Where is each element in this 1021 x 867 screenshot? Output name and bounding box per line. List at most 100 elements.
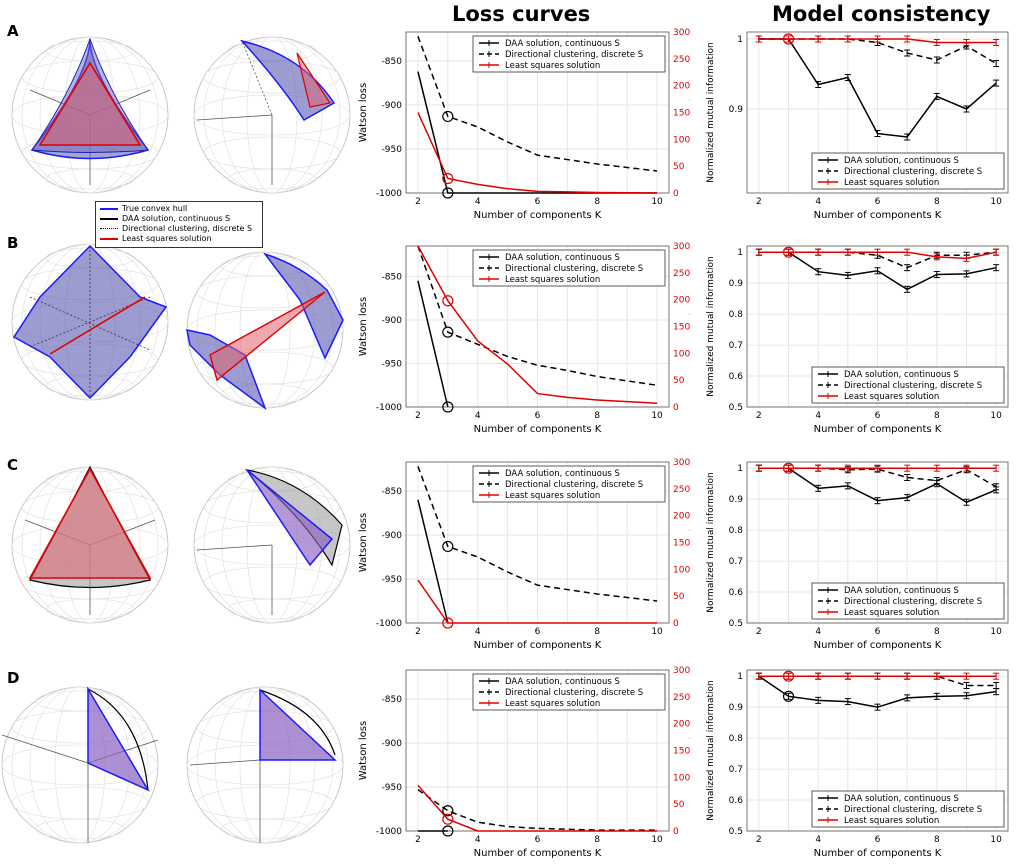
sphere-legend-ls: Least squares solution (100, 234, 212, 244)
y-tick-label: 0.8 (729, 526, 744, 536)
x-axis-label: Number of components K (814, 424, 942, 435)
x-axis-label: Number of components K (474, 640, 602, 651)
y-tick-label: -900 (382, 739, 403, 749)
legend-label: Least squares solution (844, 816, 939, 826)
x-tick-label: 8 (594, 411, 600, 421)
y2-tick-label: 150 (673, 323, 690, 333)
y-tick-label: 0.5 (729, 403, 743, 413)
x-tick-label: 2 (415, 197, 421, 207)
y2-tick-label: 250 (673, 55, 690, 65)
y-tick-label: -900 (382, 531, 403, 541)
y2-tick-label: 50 (673, 592, 685, 602)
sphere-d-front (1, 686, 159, 844)
y-axis-label: Normalized mutual information (706, 256, 716, 396)
y-tick-label: -950 (382, 783, 403, 793)
x-tick-label: 2 (415, 835, 421, 845)
loss-chart-a: 2 4 6 8 10 -1000 -950 -900 -850 0 50 100 150 200 250 30… (358, 28, 690, 221)
y-tick-label: 1 (737, 464, 743, 474)
y2-tick-label: 200 (673, 296, 690, 306)
loss-curves-title: Loss curves (452, 2, 591, 26)
y-tick-label: -950 (382, 359, 403, 369)
y2-tick-label: 300 (673, 458, 690, 468)
y-tick-label: -850 (382, 695, 403, 705)
row-label-d: D (7, 669, 20, 687)
sphere-a-side (193, 36, 351, 194)
legend-label: Least squares solution (844, 392, 939, 402)
legend-label: Directional clustering, discrete S (505, 264, 643, 274)
x-axis-label: Number of components K (474, 210, 602, 221)
loss-chart-b: 2 4 6 8 10 -1000 -950 -900 -850 0 50 100 150 200 250 30… (358, 242, 690, 435)
highlight-marker (442, 813, 454, 825)
y-tick-label: 0.6 (729, 796, 744, 806)
x-axis-label: Number of components K (814, 210, 942, 221)
x-tick-label: 10 (651, 835, 663, 845)
y2-tick-label: 50 (673, 162, 685, 172)
series-line-2 (417, 245, 658, 386)
model-consistency-title: Model consistency (772, 2, 991, 26)
y2-tick-label: 100 (673, 773, 690, 783)
legend-label: DAA solution, continuous S (844, 586, 959, 596)
legend-label: Least squares solution (844, 178, 939, 188)
x-tick-label: 10 (651, 627, 663, 637)
sphere-legend: True convex hull DAA solution, continuou… (95, 201, 263, 248)
y2-tick-label: 250 (673, 269, 690, 279)
y-tick-label: -850 (382, 57, 403, 67)
legend-label: DAA solution, continuous S (505, 253, 620, 263)
legend-label: Directional clustering, discrete S (505, 688, 643, 698)
y-tick-label: -900 (382, 316, 403, 326)
highlight-marker (782, 462, 795, 474)
highlight-marker (782, 246, 795, 258)
y2-tick-label: 0 (673, 403, 679, 413)
sphere-c-side (193, 466, 351, 624)
highlight-marker (442, 187, 454, 199)
x-tick-label: 10 (651, 411, 663, 421)
y-tick-label: -1000 (376, 403, 402, 413)
y2-axis-label: Reconstruction SSE (689, 494, 690, 591)
x-tick-label: 4 (815, 197, 821, 207)
y2-tick-label: 100 (673, 135, 690, 145)
plot-frame (746, 461, 1009, 624)
x-tick-label: 4 (815, 411, 821, 421)
y2-tick-label: 0 (673, 189, 679, 199)
y-axis-label: Watson loss (358, 721, 369, 780)
y2-tick-label: 250 (673, 693, 690, 703)
loss-chart-c: 2 4 6 8 10 -1000 -950 -900 -850 0 50 100 150 200 250 30… (358, 458, 690, 651)
x-tick-label: 8 (594, 197, 600, 207)
legend-label: Least squares solution (505, 491, 600, 501)
x-tick-label: 2 (756, 411, 762, 421)
series-line-1 (417, 499, 449, 624)
x-axis-label: Number of components K (474, 848, 602, 859)
y2-axis-label: Reconstruction SSE (689, 64, 690, 161)
y2-axis-label: Reconstruction SSE (689, 702, 690, 799)
highlight-marker (782, 690, 795, 702)
x-tick-label: 10 (990, 197, 1002, 207)
series-line-2 (417, 36, 658, 172)
legend-label: Directional clustering, discrete S (505, 50, 643, 60)
y-tick-label: 0.8 (729, 310, 744, 320)
x-tick-label: 8 (934, 835, 940, 845)
sphere-c-front (11, 465, 169, 624)
x-tick-label: 4 (475, 627, 481, 637)
x-tick-label: 6 (875, 627, 881, 637)
highlight-marker (442, 805, 454, 817)
x-tick-label: 2 (415, 411, 421, 421)
y2-tick-label: 200 (673, 512, 690, 522)
series-line-2 (417, 466, 658, 602)
legend-label: Least squares solution (505, 699, 600, 709)
highlight-marker (782, 33, 795, 45)
sphere-b-side (186, 251, 344, 411)
series-line-2 (758, 467, 997, 488)
x-tick-label: 6 (875, 411, 881, 421)
y-tick-label: 0.7 (729, 557, 743, 567)
y-tick-label: -900 (382, 101, 403, 111)
legend-label: Least squares solution (505, 61, 600, 71)
legend-label: Directional clustering, discrete S (505, 480, 643, 490)
sphere-d-side (186, 686, 344, 844)
x-tick-label: 8 (934, 627, 940, 637)
x-axis-label: Number of components K (814, 848, 942, 859)
y2-tick-label: 50 (673, 376, 685, 386)
y-tick-label: -850 (382, 487, 403, 497)
y-tick-label: -1000 (376, 827, 402, 837)
